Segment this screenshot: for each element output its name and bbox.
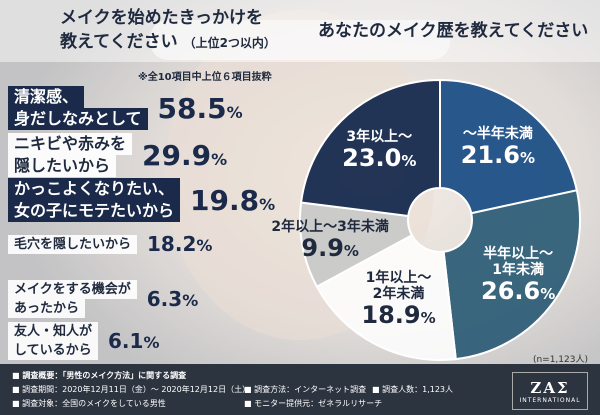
reason-label-line: あったから [8,299,86,318]
pie-label-unit: % [540,285,556,304]
pie-label: 1年以上〜 2年未満 18.9% [361,270,435,330]
respondent-count: (n=1,123人) [532,355,588,365]
company-logo: ZAΣ INTERNATIONAL [512,372,588,410]
pie-label-category: 2年以上〜3年未満 [271,218,389,235]
reason-value: 6.3% [147,287,198,311]
reason-value-number: 6.1 [108,329,144,353]
reason-label: ニキビや赤みを 隠したいから [8,133,133,177]
reason-value-number: 58.5 [157,91,227,125]
pie-slice [299,78,441,218]
pie-label-category: 3年以上〜 [346,128,413,145]
survey-method: ■ 調査方法：インターネット調査 [244,385,367,394]
reason-label-line: 身だしなみとして [8,108,148,130]
reason-value-unit: % [143,333,160,352]
logo-sub: INTERNATIONAL [519,396,581,404]
reason-value: 6.1% [108,329,159,353]
reason-row: メイクをする機会が あったから 6.3% [8,280,198,318]
reason-value-unit: % [196,236,213,255]
reason-value-unit: % [182,291,199,310]
reason-row: 清潔感、 身だしなみとして 58.5% [8,86,243,130]
pie-label-unit: % [343,241,359,260]
reason-label: 清潔感、 身だしなみとして [8,86,148,130]
pie-label-unit: % [401,152,417,171]
pie-label-category: 1年未満 [492,262,545,279]
pie-label-value: 9.9 [301,233,344,262]
survey-target: ■ 調査対象：全国のメイクをしている男性 [12,399,166,408]
reason-row: ニキビや赤みを 隠したいから 29.9% [8,133,227,177]
left-question-sub: （上位2つ以内） [183,36,276,50]
pie-label-unit: % [420,308,436,327]
pie-label-category: 1年以上〜 [365,269,432,286]
reason-label-line: かっこよくなりたい、 [8,178,181,200]
reason-value-number: 18.2 [147,232,197,256]
right-question-title: あなたのメイク歴を教えてください [318,21,589,41]
reason-value-unit: % [226,102,243,122]
reason-label-line: しているから [8,341,98,360]
left-question-line2: 教えてください [60,32,178,52]
reason-row: 友人・知人が しているから 6.1% [8,322,159,360]
pie-label-unit: % [519,149,535,168]
reason-value-unit: % [211,149,228,169]
pie-label-value: 23.0 [342,144,402,173]
reason-value-unit: % [259,194,276,214]
selection-note: ※全10項目中上位６項目抜粋 [138,72,272,83]
reason-value-number: 19.8 [190,183,260,217]
reason-label-line: 友人・知人が [8,322,99,341]
pie-label-value: 21.6 [460,141,520,170]
reason-label: 毛穴を隠したいから [8,234,138,254]
pie-label: 〜半年未満 21.6% [461,126,535,170]
reason-row: 毛穴を隠したいから 18.2% [8,232,212,256]
pie-label: 2年以上〜3年未満 9.9% [271,219,388,263]
pie-label-category: 半年以上〜 [483,245,554,262]
survey-provider: ■ モニター提供元：ゼネラルリサーチ [244,399,383,408]
reason-label-line: 清潔感、 [8,86,85,108]
reason-label: かっこよくなりたい、 女の子にモテたいから [8,178,181,222]
survey-period: ■ 調査期間：2020年12月11日（金）〜 2020年12月12日（土） [12,385,251,394]
left-question-title: メイクを始めたきっかけを 教えてください （上位2つ以内） [60,6,276,55]
reason-value: 58.5% [158,92,243,125]
reason-value: 19.8% [190,184,275,217]
reason-value-number: 6.3 [146,287,183,311]
reason-row: かっこよくなりたい、 女の子にモテたいから 19.8% [8,178,275,222]
pie-label-value: 26.6 [481,277,541,306]
survey-footer: ■ 調査概要：「男性のメイク方法」に関する調査 ■ 調査期間：2020年12月1… [0,364,600,415]
pie-label: 半年以上〜 1年未満 26.6% [481,246,555,306]
pie-slice [315,233,457,361]
left-question-line1: メイクを始めたきっかけを [60,8,263,28]
reason-value: 18.2% [147,232,212,256]
reason-value-number: 29.9 [142,138,212,172]
reason-label-line: ニキビや赤みを [8,133,133,155]
reason-label-line: 隠したいから [8,155,117,177]
reason-label: 友人・知人が しているから [8,322,99,360]
survey-summary: ■ 調査概要：「男性のメイク方法」に関する調査 [12,371,187,380]
pie-label-value: 18.9 [361,300,421,329]
reason-label-line: メイクをする機会が [8,280,137,299]
survey-count: ■ 調査人数：1,123人 [372,385,454,394]
reason-value: 29.9% [142,139,227,172]
reason-label: メイクをする機会が あったから [8,280,137,318]
pie-label-category: 〜半年未満 [462,126,533,143]
pie-slice [439,78,579,215]
pie-label: 3年以上〜 23.0% [342,129,416,173]
logo-text: ZAΣ [530,378,570,397]
pie-label-category: 2年未満 [372,285,425,302]
pie-slice [442,189,581,361]
reason-label-line: 女の子にモテたいから [8,200,181,222]
reason-label-line: 毛穴を隠したいから [8,234,138,254]
